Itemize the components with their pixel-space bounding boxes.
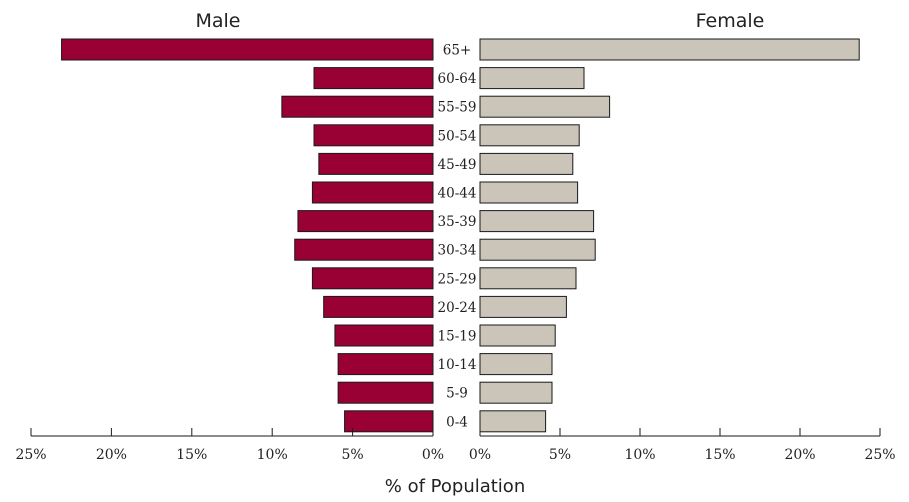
female-bar-25-29 <box>479 267 577 290</box>
female-tick-label: 20% <box>784 447 815 463</box>
female-bar-40-44 <box>479 181 579 204</box>
age-group-label: 10-14 <box>438 357 477 373</box>
male-tick-label: 15% <box>176 447 207 463</box>
male-tick-label: 10% <box>257 447 288 463</box>
female-tick-label: 0% <box>469 447 491 463</box>
age-group-label: 65+ <box>443 43 472 59</box>
age-group-label: 45-49 <box>438 157 477 173</box>
age-group-labels: 65+ 60-64 55-59 50-54 45-49 40-44 35-39 30-34 25… <box>438 43 477 431</box>
female-bar-50-54 <box>479 124 580 147</box>
female-bar-20-24 <box>479 295 567 318</box>
male-x-axis: 25% 20% 15% 10% 5% 0% <box>15 428 444 463</box>
male-bar-35-39 <box>297 210 434 233</box>
age-group-label: 0-4 <box>446 414 468 430</box>
age-group-label: 55-59 <box>438 100 477 116</box>
female-bar-15-19 <box>479 324 556 347</box>
male-bar-0-4 <box>344 410 434 433</box>
male-bar-30-34 <box>294 238 434 261</box>
male-bar-50-54 <box>313 124 434 147</box>
male-tick-label: 0% <box>422 447 444 463</box>
female-x-axis: 25% 20% 15% 10% 5% 0% <box>469 428 896 463</box>
female-bar-55-59 <box>479 95 611 118</box>
male-bar-65+ <box>61 38 434 61</box>
female-tick-label: 5% <box>549 447 571 463</box>
female-bar-30-34 <box>479 238 596 261</box>
male-tick-label: 20% <box>96 447 127 463</box>
female-bar-60-64 <box>479 67 585 90</box>
male-tick-label: 25% <box>15 447 46 463</box>
female-bar-5-9 <box>479 381 553 404</box>
male-bars <box>61 38 434 433</box>
age-group-label: 35-39 <box>438 214 477 230</box>
x-axis-title: % of Population <box>385 476 525 497</box>
age-group-label: 5-9 <box>446 386 468 402</box>
male-tick-label: 5% <box>341 447 363 463</box>
male-bar-20-24 <box>323 295 434 318</box>
male-bar-45-49 <box>318 152 434 175</box>
female-tick-label: 25% <box>864 447 895 463</box>
female-bar-65+ <box>479 38 860 61</box>
male-bar-60-64 <box>313 67 434 90</box>
age-group-label: 50-54 <box>438 128 477 144</box>
female-bar-0-4 <box>479 410 547 433</box>
age-group-label: 20-24 <box>438 300 477 316</box>
female-bars <box>479 38 860 433</box>
age-group-label: 25-29 <box>438 271 477 287</box>
female-bar-10-14 <box>479 353 553 376</box>
male-bar-10-14 <box>337 353 434 376</box>
male-bar-5-9 <box>337 381 434 404</box>
age-group-label: 30-34 <box>438 243 477 259</box>
age-group-label: 60-64 <box>438 71 477 87</box>
female-tick-label: 10% <box>624 447 655 463</box>
age-group-label: 40-44 <box>438 186 477 202</box>
age-group-label: 15-19 <box>438 329 477 345</box>
male-bar-25-29 <box>311 267 434 290</box>
male-bar-40-44 <box>311 181 434 204</box>
male-bar-15-19 <box>334 324 434 347</box>
male-panel-title: Male <box>195 10 240 32</box>
female-tick-label: 15% <box>704 447 735 463</box>
male-bar-55-59 <box>281 95 434 118</box>
female-bar-45-49 <box>479 152 574 175</box>
female-panel-title: Female <box>696 10 765 32</box>
female-bar-35-39 <box>479 210 595 233</box>
